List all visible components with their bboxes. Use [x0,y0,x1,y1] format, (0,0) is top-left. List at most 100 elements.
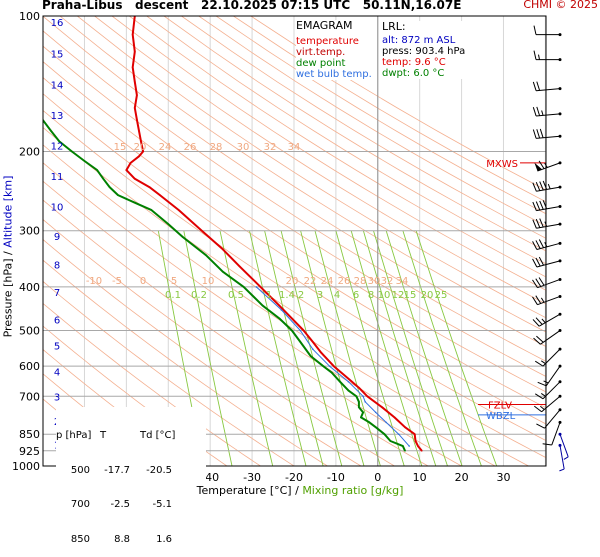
profile-point [374,411,377,414]
dry-adiabat [43,61,546,393]
profile-point [402,445,404,447]
wind-barb-full [532,241,538,250]
wind-barb-dot [558,380,562,384]
wind-barb-full [539,181,544,191]
wind-barb-half [538,54,540,60]
theta-label: 30 [237,142,250,153]
wind-barb [533,25,562,37]
wind-barb [533,394,562,413]
pressure-tick-label: 100 [19,10,40,23]
x-axis-mix-label: Mixing ratio [g/kg] [302,484,404,497]
wind-barb-dot [558,329,562,333]
profile-point [404,426,406,429]
altitude-tick-label: 13 [51,111,64,122]
profile-wet-bulb-temp [255,286,410,447]
wind-barb-dot [558,112,562,116]
wind-barb-dot [558,277,562,281]
wind-barb-full [539,128,544,138]
theta-label: 28 [210,142,223,153]
legend: EMAGRAM temperature virt.temp. dew point… [296,20,376,80]
altitude-tick-label: 5 [54,342,60,353]
profile-point [330,371,333,374]
wind-barb-full [542,443,552,446]
profile-point [358,400,360,403]
dry-adiabat [181,16,546,239]
profile-point [280,309,283,311]
profile-point [408,445,411,447]
wind-barb-dot [558,394,562,398]
temperature-tick-label: 0 [374,471,381,484]
profile-point [385,421,387,424]
station-position: 50.11N,16.07E [362,0,462,12]
wind-barb [532,106,562,117]
y-axis-title: Pressure [hPa] / Altitude [km] [2,157,15,357]
profile-point [299,341,302,343]
fzlv-label: FZLV [488,400,512,411]
altitude-tick-label: 9 [54,232,60,243]
mixing-ratio-label: 8 [368,290,374,301]
legend-temperature: temperature [296,36,359,47]
wind-barb [533,50,562,62]
dry-adiabat [43,77,546,409]
profile-point [133,201,136,204]
profile-point [393,416,396,419]
profile-point [362,411,364,414]
altitude-tick-label: 15 [51,49,64,60]
emagram-panel: { "header": { "station": "Praha-Libus", … [1,0,598,545]
legend-dew-point: dew point [296,58,346,69]
mixing-ratio-label: 15 [404,290,417,301]
mixing-ratio-line [280,230,343,466]
wind-barb-full [532,81,537,91]
profile-point [299,329,302,332]
profile-point [133,107,136,109]
mixing-ratio-label: 1.4 [279,290,295,301]
profile-point [83,160,86,162]
theta-label: 15 [114,142,127,153]
wind-barb-dot [558,432,562,436]
profile-point [414,440,417,442]
theta-label: 32 [381,276,394,287]
altitude-tick-label: 14 [51,81,64,92]
mixing-ratio-line [362,230,437,466]
wind-barb-staff [536,205,561,212]
profile-point [347,377,350,380]
theta-label: 20 [134,142,147,153]
wind-barb-half [559,468,565,472]
legend-wet-bulb: wet bulb temp. [296,69,372,80]
wind-barb [558,443,565,472]
level-table-header: p [hPa] T Td [°C] [56,430,206,442]
profile-point [417,445,419,447]
sounding-type: descent [135,0,189,12]
y-axis-press-label: Pressure [hPa] [1,258,15,338]
profile-point [133,80,136,83]
dry-adiabat [94,16,546,305]
altitude-tick-label: 8 [54,261,60,272]
profile-point [355,395,358,398]
profile-point [322,365,325,367]
profile-point [420,449,423,452]
profile-point [177,209,180,211]
wind-barb-staff [545,365,561,387]
wind-barb-half [540,360,546,365]
wind-barb-flag [534,162,543,172]
wind-barb-staff [544,409,561,429]
profile-point [133,177,136,180]
dry-adiabat [198,16,546,227]
wind-barb-full [538,239,545,248]
wind-barb-full [538,160,545,169]
profile-point [347,389,350,392]
mixing-ratio-line [402,230,482,466]
row-td: -5.1 [152,499,172,510]
profile-point [205,254,207,256]
wind-barb-full [532,319,540,327]
wind-barb-staff [540,330,561,345]
wind-barb-full [535,181,541,191]
theta-label: 28 [354,276,367,287]
mixing-ratio-line [264,230,324,466]
mixing-ratio-label: 10 [378,290,391,301]
wind-barb-dot [558,364,562,368]
profile-point [347,381,350,383]
profile-point [366,395,369,398]
mixing-ratio-line [415,230,498,466]
profile-point [332,365,335,367]
